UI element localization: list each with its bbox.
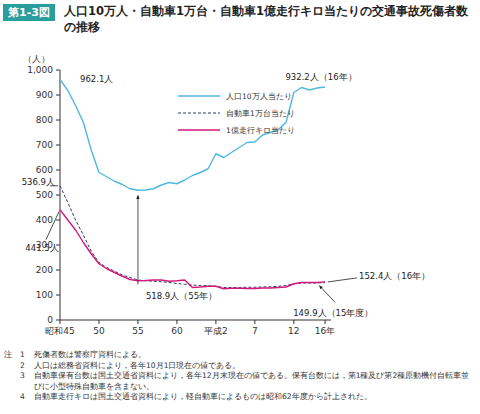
annotation: 441.5人 <box>25 243 58 253</box>
figure-label: 第1-3図 <box>3 4 55 21</box>
notes: 注1死傷者数は警察庁資料による。2人口は総務省資料により，各年10月1日現在の値… <box>4 350 476 403</box>
series-line <box>60 186 325 288</box>
legend-label: 自動車1万台当たり <box>226 109 295 118</box>
y-tick <box>56 170 60 171</box>
y-tick-label: 900 <box>36 90 53 100</box>
x-tick-label: 16年 <box>315 326 335 336</box>
x-tick <box>254 320 255 324</box>
x-tick-label: 60 <box>171 326 183 336</box>
x-tick <box>215 320 216 324</box>
note: 4自動車走行キロは国土交通省資料により，軽自動車によるものは昭和62年度から計上… <box>4 392 476 403</box>
y-tick <box>56 70 60 71</box>
y-tick-label: 500 <box>36 190 53 200</box>
annotation: 932.2人（16年） <box>285 72 356 82</box>
annotation-arrow <box>136 195 140 199</box>
y-tick-label: 200 <box>36 265 53 275</box>
y-tick-label: 100 <box>36 290 53 300</box>
note-number: 4 <box>20 392 34 403</box>
note-text: 死傷者数は警察庁資料による。 <box>34 350 476 361</box>
y-tick <box>56 120 60 121</box>
x-tick <box>98 320 99 324</box>
annotation-line <box>137 195 138 284</box>
y-tick-label: 0 <box>47 315 53 325</box>
note-text: 自動車保有台数は国土交通省資料により，各年12月末現在の値である。保有台数には，… <box>34 371 476 392</box>
y-tick <box>56 195 60 196</box>
annotation-line <box>46 212 59 240</box>
y-tick-label: 800 <box>36 115 53 125</box>
note: 2人口は総務省資料により，各年10月1日現在の値である。 <box>4 361 476 372</box>
y-tick-label: 700 <box>36 140 53 150</box>
annotation-line <box>328 278 357 282</box>
series-line <box>60 210 325 289</box>
notes-label <box>4 371 20 392</box>
x-tick-label: 7 <box>252 326 258 336</box>
annotation: 536.9人 <box>22 177 55 187</box>
annotation: 152.4人（16年） <box>359 271 430 281</box>
plot-area <box>60 79 325 288</box>
legend-swatch <box>178 129 220 130</box>
x-tick-label: 50 <box>93 326 105 336</box>
annotation: 518.9人（55年） <box>146 291 217 301</box>
x-tick <box>325 320 326 324</box>
legend-swatch <box>178 95 220 96</box>
y-tick <box>56 270 60 271</box>
note-text: 人口は総務省資料により，各年10月1日現在の値である。 <box>34 361 476 372</box>
notes-label <box>4 361 20 372</box>
y-tick <box>56 295 60 296</box>
legend-label: 1億走行キロ当たり <box>226 126 295 135</box>
y-tick-label: 400 <box>36 215 53 225</box>
note: 注1死傷者数は警察庁資料による。 <box>4 350 476 361</box>
x-axis <box>60 320 331 321</box>
y-tick-label: 1,000 <box>27 65 53 75</box>
x-tick <box>293 320 294 324</box>
annotation-line <box>319 286 335 303</box>
x-tick-label: 12 <box>288 326 299 336</box>
x-tick-label: 平成2 <box>204 326 228 336</box>
y-tick <box>56 220 60 221</box>
legend-swatch <box>178 113 220 114</box>
note-number: 1 <box>20 350 34 361</box>
x-tick <box>176 320 177 324</box>
note-text: 自動車走行キロは国土交通省資料により，軽自動車によるものは昭和62年度から計上さ… <box>34 392 476 403</box>
y-tick <box>56 95 60 96</box>
annotation-arrow <box>319 286 323 290</box>
legend-label: 人口10万人当たり <box>226 92 292 101</box>
y-tick <box>56 320 60 321</box>
annotation: 149.9人（15年度） <box>293 308 373 318</box>
x-tick-label: 55 <box>132 326 143 336</box>
notes-label <box>4 392 20 403</box>
annotation: 962.1人 <box>80 74 113 84</box>
x-tick <box>60 320 61 324</box>
note-number: 2 <box>20 361 34 372</box>
x-tick-label: 昭和45 <box>45 326 74 336</box>
x-tick <box>137 320 138 324</box>
y-axis-label: （人） <box>23 54 50 64</box>
y-tick <box>56 145 60 146</box>
notes-label: 注 <box>4 350 20 361</box>
series-line <box>60 79 325 190</box>
chart: 01002003004005006007008009001,000（人）昭和45… <box>0 0 480 350</box>
note: 3自動車保有台数は国土交通省資料により，各年12月末現在の値である。保有台数には… <box>4 371 476 392</box>
note-number: 3 <box>20 371 34 392</box>
title: 人口10万人・自動車1万台・自動車1億走行キロ当たりの交通事故死傷者数の推移 <box>64 3 476 35</box>
y-tick-label: 600 <box>36 165 53 175</box>
